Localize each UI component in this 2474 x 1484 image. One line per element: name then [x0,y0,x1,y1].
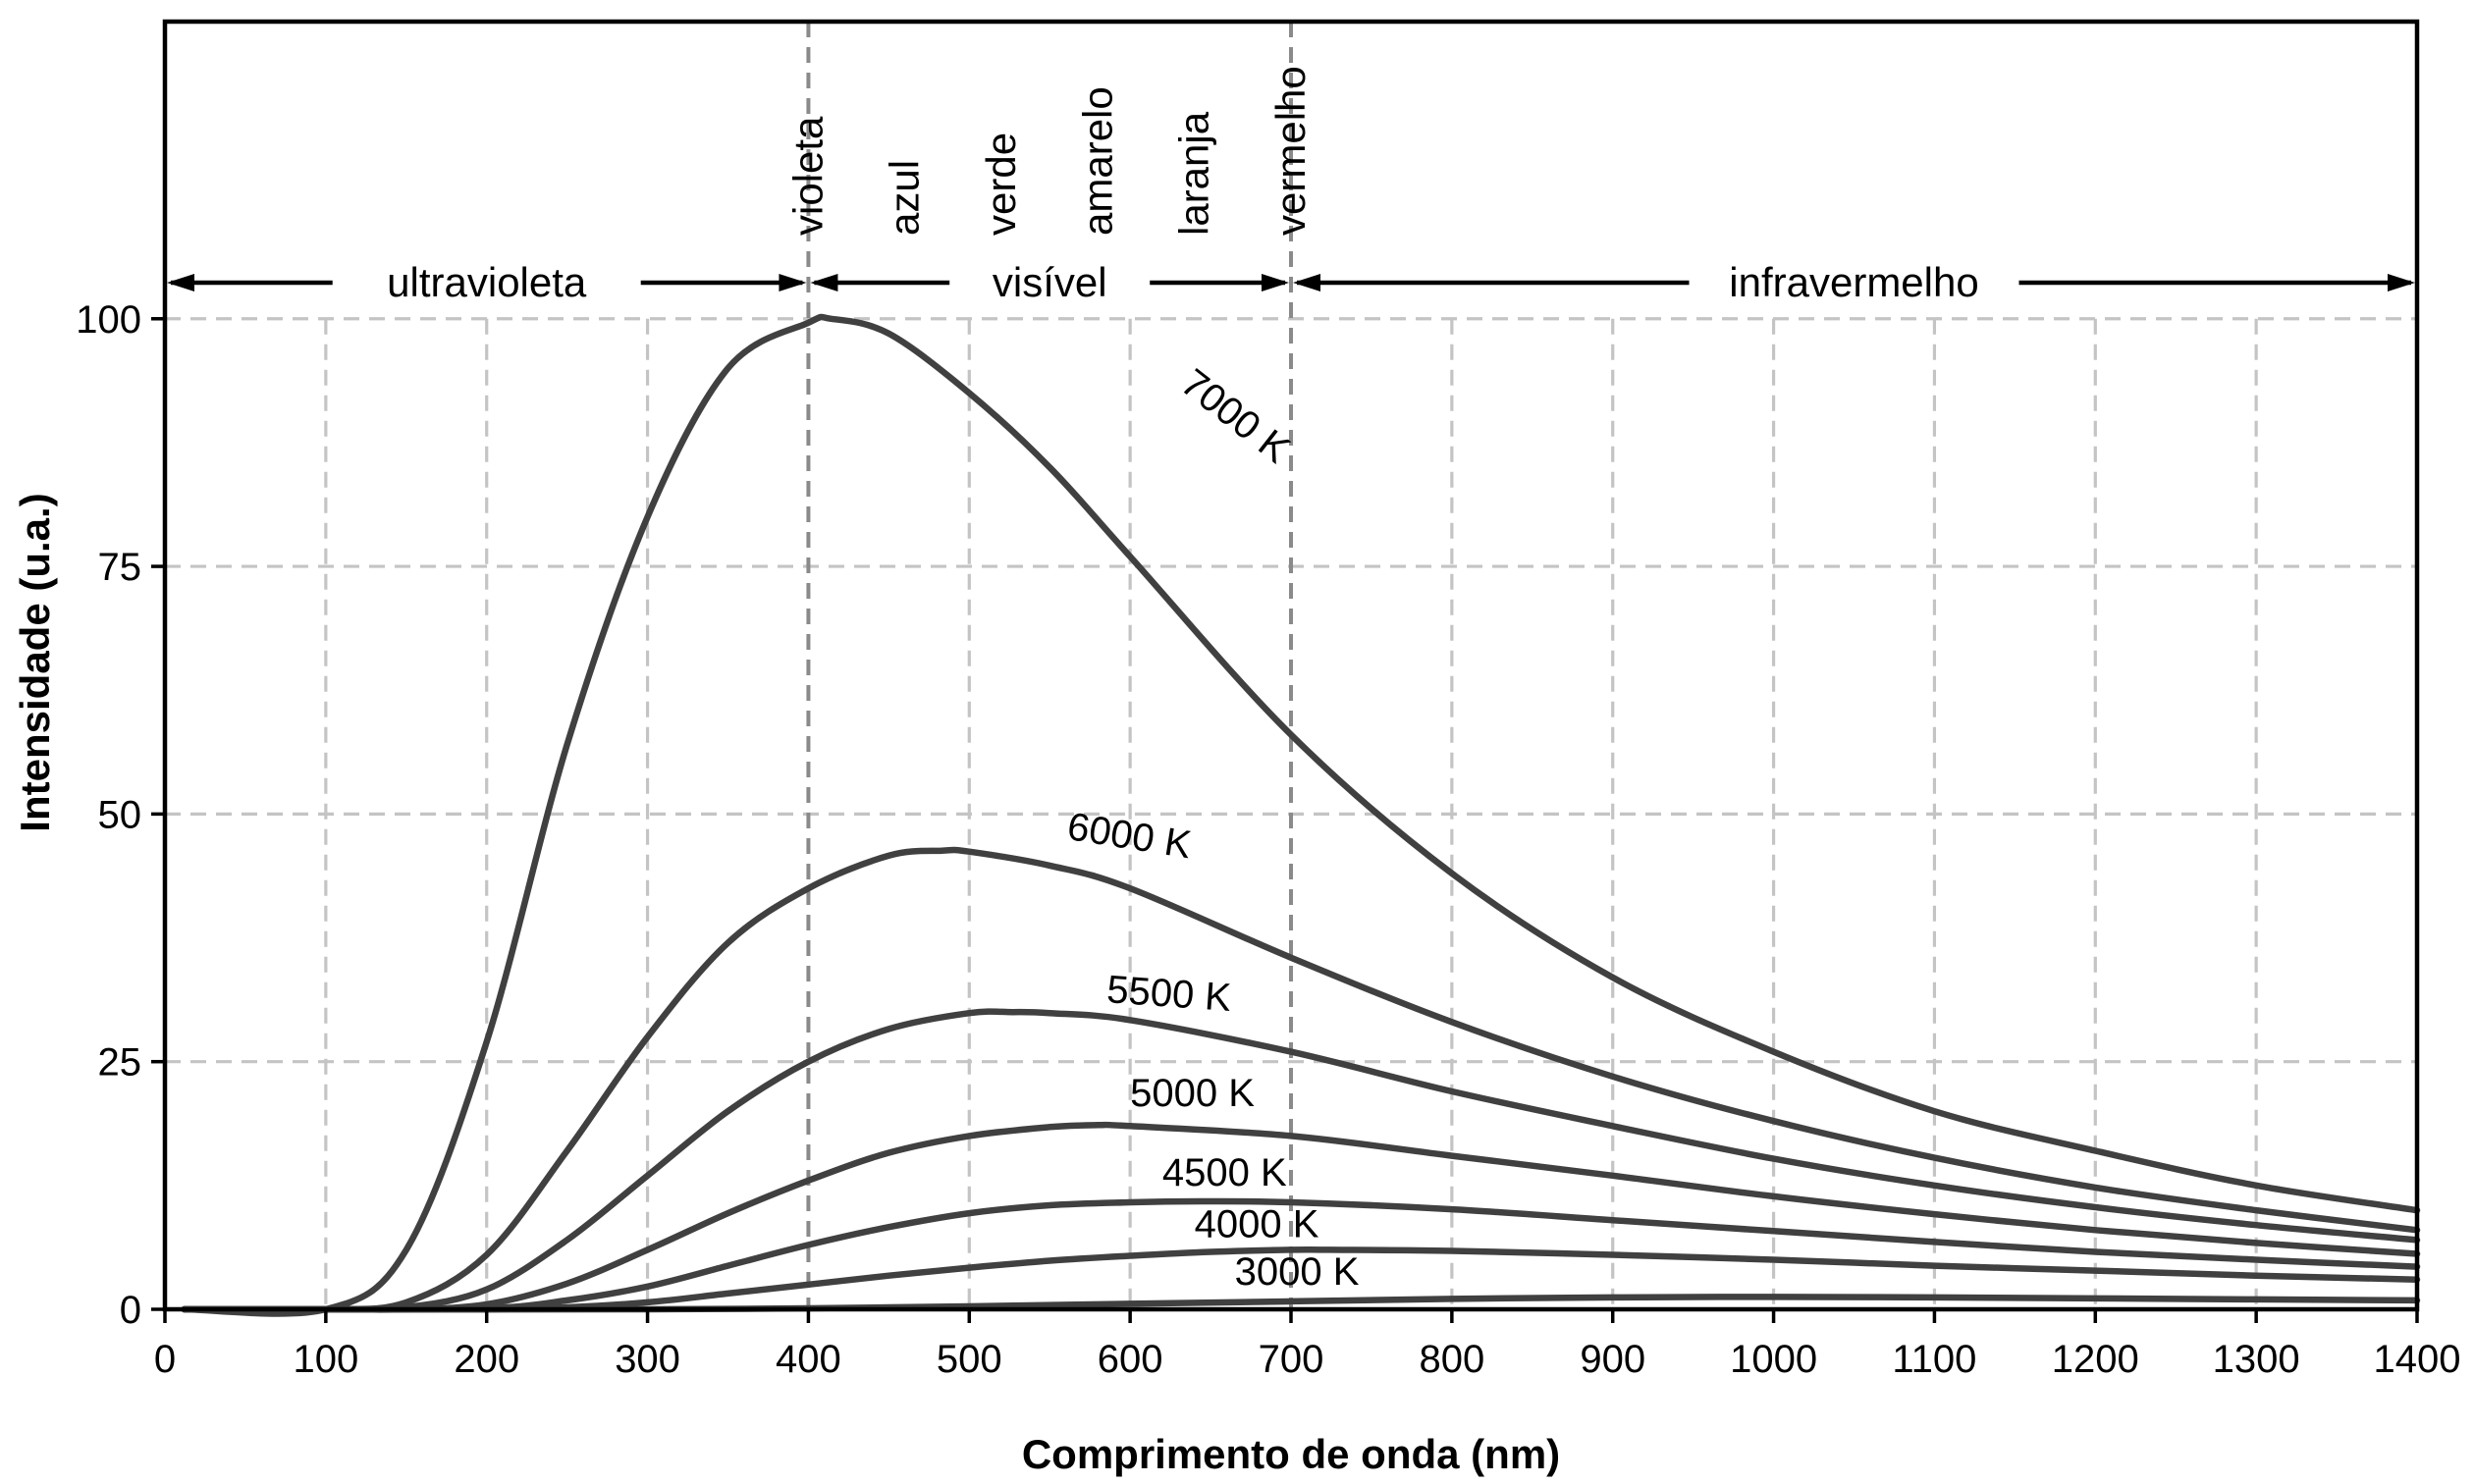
region-label: infravermelho [1729,259,1978,305]
axes: 0 100 200 300 400 500 600 700 800 900 1000 1100 1200… [76,298,2460,1381]
x-tick-label: 500 [937,1338,1002,1381]
color-band-label: vermelho [1267,66,1314,236]
region-ultravioleta: ultravioleta [167,259,807,305]
color-band-label: azul [882,160,928,236]
region-label: ultravioleta [387,259,587,305]
region-infravermelho: infravermelho [1293,259,2415,305]
curve-line [181,313,2421,1317]
curve-line [181,1008,2421,1313]
curve-label: 5500 K [1105,968,1233,1020]
x-tick-label: 600 [1098,1338,1163,1381]
region-label: visível [993,259,1107,305]
x-tick-label: 900 [1580,1338,1645,1381]
series-5000k: 5000 K [181,1072,2421,1313]
curve-line [181,846,2421,1313]
arrowhead-right-icon [779,274,807,292]
arrowhead-left-icon [1293,274,1320,292]
color-band-label: amarelo [1074,86,1120,236]
x-tick-label: 1100 [1892,1338,1976,1381]
y-tick-label: 0 [120,1289,141,1332]
x-tick-label: 800 [1419,1338,1484,1381]
y-tick-label: 100 [76,298,141,342]
curve-label: 3000 K [1235,1250,1360,1294]
curve-line [181,1121,2421,1313]
x-axis-title: Comprimento de onda (nm) [1022,1431,1560,1477]
x-tick-label: 200 [454,1338,519,1381]
series-4500k: 4500 K [181,1151,2421,1313]
y-tick-label: 75 [98,546,142,589]
arrowhead-right-icon [2388,274,2415,292]
series-5500k: 5500 K [181,968,2421,1313]
x-tick-label: 0 [154,1338,176,1381]
arrowhead-left-icon [167,274,194,292]
region-visível: visível [810,259,1289,305]
x-tick-label: 1400 [2374,1338,2461,1381]
spectral-regions: ultravioleta visível infravermelho violeta a… [167,22,2415,1309]
y-tick-label: 25 [98,1041,142,1085]
curve-label: 5000 K [1130,1072,1255,1115]
x-tick-label: 100 [293,1338,358,1381]
x-tick-label: 1300 [2213,1338,2300,1381]
x-tick-label: 1200 [2052,1338,2139,1381]
x-tick-label: 300 [615,1338,680,1381]
y-tick-label: 50 [98,793,142,836]
x-tick-label: 400 [776,1338,841,1381]
curve-label: 4000 K [1195,1202,1319,1246]
y-axis-title: Intensidade (u.a.) [12,493,58,831]
x-tick-label: 1000 [1730,1338,1817,1381]
arrowhead-left-icon [810,274,838,292]
color-band-label: violeta [784,116,831,236]
color-band-label: laranja [1171,111,1217,236]
curve-label: 4500 K [1162,1151,1287,1194]
color-band-label: verde [978,132,1024,236]
x-tick-label: 700 [1259,1338,1324,1381]
curve-line [181,1197,2421,1313]
arrowhead-right-icon [1262,274,1289,292]
curve-label: 7000 K [1173,361,1298,472]
